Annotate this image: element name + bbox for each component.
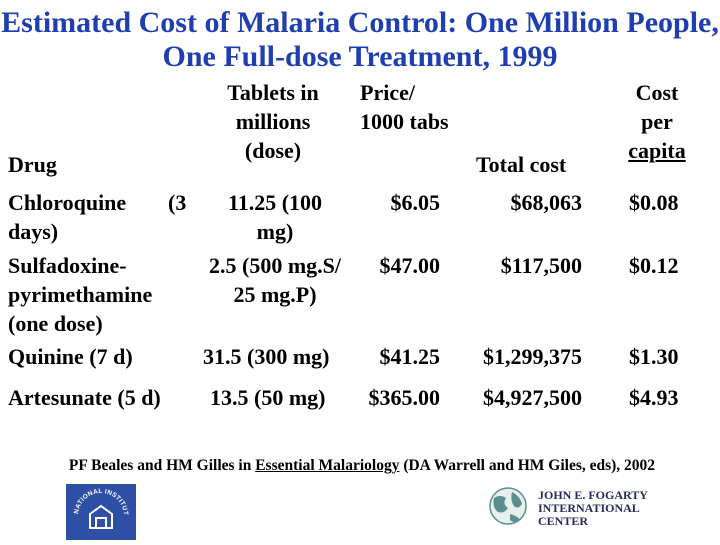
table-row-artesunate-total: $4,927,500: [483, 385, 582, 410]
svg-text:JOHN E. FOGARTY: JOHN E. FOGARTY: [538, 488, 648, 502]
table-row-quinine-tablets: 31.5 (300 mg): [203, 344, 330, 369]
table-row-sp-drug: Sulfadoxine- pyrimethamine (one dose): [8, 253, 153, 336]
header-drug: Drug: [8, 152, 57, 177]
table-row-sp-price: $47.00: [379, 253, 441, 278]
table-row-sp-total: $117,500: [500, 253, 582, 278]
table-row-chloroquine-price: $6.05: [390, 190, 441, 215]
svg-text:NATIONAL INSTITUTES OF HEALTH: NATIONAL INSTITUTES OF HEALTH: [66, 484, 129, 516]
fogarty-logo: JOHN E. FOGARTY INTERNATIONAL CENTER: [478, 486, 678, 528]
slide-title: Estimated Cost of Malaria Control: One M…: [0, 6, 720, 74]
table-row-chloroquine-total: $68,063: [510, 190, 583, 215]
table-row-chloroquine-drug: Chloroquine (3 days): [8, 190, 187, 244]
table-row-quinine-price: $41.25: [379, 344, 441, 369]
svg-text:INTERNATIONAL: INTERNATIONAL: [538, 501, 640, 515]
header-cost-per-capita: Cost per capita: [628, 80, 686, 163]
table-row-sp-per-capita: $0.12: [629, 253, 679, 278]
citation-book-title: Essential Malariology: [255, 457, 400, 474]
header-price: Price/ 1000 tabs: [360, 80, 449, 134]
table-row-chloroquine-per-capita: $0.08: [629, 190, 679, 215]
fogarty-globe-icon: JOHN E. FOGARTY INTERNATIONAL CENTER: [489, 487, 648, 528]
nih-logo: NATIONAL INSTITUTES OF HEALTH: [63, 479, 136, 540]
table-row-quinine-total: $1,299,375: [483, 344, 582, 369]
nih-seal-icon: NATIONAL INSTITUTES OF HEALTH: [63, 479, 129, 529]
title-line-2: One Full-dose Treatment, 1999: [162, 40, 558, 73]
header-tablets: Tablets in millions (dose): [227, 80, 319, 163]
table-row-artesunate-price: $365.00: [368, 385, 441, 410]
title-line-1: Estimated Cost of Malaria Control: One M…: [1, 6, 719, 39]
svg-text:CENTER: CENTER: [538, 514, 588, 526]
table-row-quinine-per-capita: $1.30: [629, 344, 679, 369]
table-row-artesunate-per-capita: $4.93: [629, 385, 679, 410]
table-row-sp-tablets: 2.5 (500 mg.S/ 25 mg.P): [209, 253, 341, 307]
table-row-artesunate-tablets: 13.5 (50 mg): [210, 385, 326, 410]
table-row-artesunate-drug: Artesunate (5 d): [8, 385, 161, 410]
table-row-quinine-drug: Quinine (7 d): [8, 344, 133, 369]
header-total-cost: Total cost: [476, 152, 567, 177]
citation: PF Beales and HM Gilles in Essential Mal…: [68, 457, 656, 474]
table-row-chloroquine-tablets: 11.25 (100 mg): [227, 190, 323, 244]
